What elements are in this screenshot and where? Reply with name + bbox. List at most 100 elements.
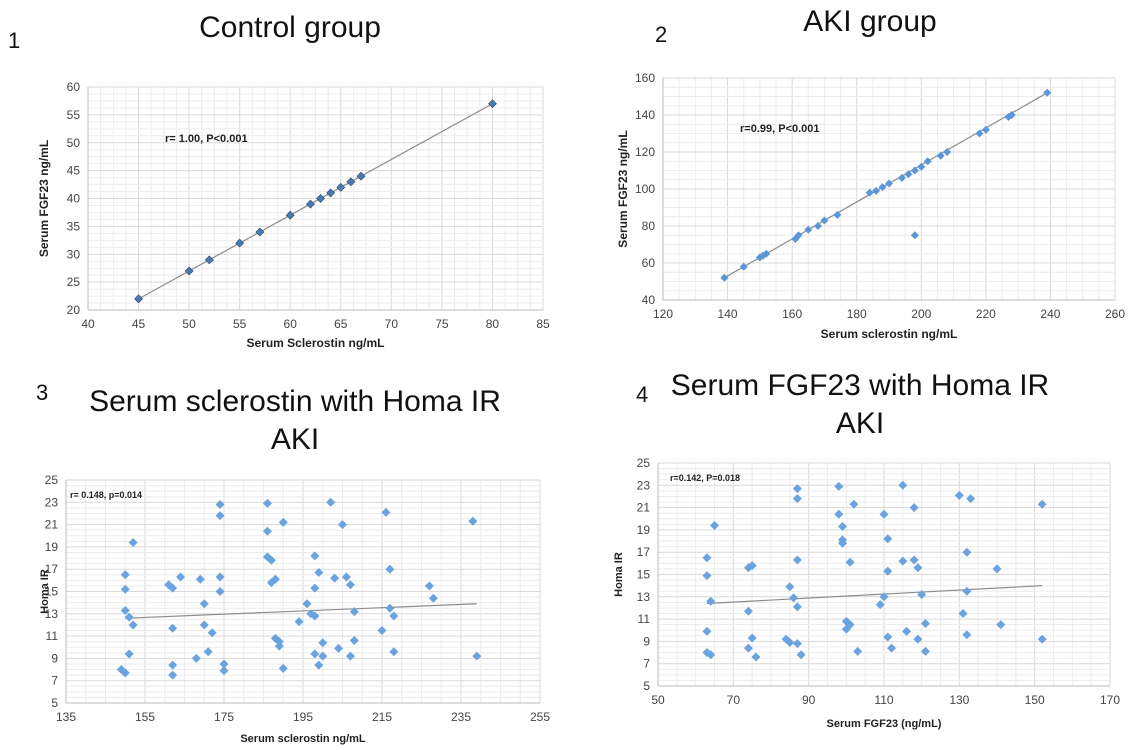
trendline xyxy=(125,603,477,619)
trendline xyxy=(706,585,1043,605)
data-point xyxy=(168,623,178,633)
data-point xyxy=(820,216,829,225)
x-axis-label: Serum sclerostin ng/mL xyxy=(821,327,958,341)
data-point xyxy=(1037,634,1047,644)
data-point xyxy=(345,580,355,590)
data-point xyxy=(996,620,1006,630)
y-tick-label: 21 xyxy=(45,518,59,532)
data-point xyxy=(326,188,336,198)
data-point xyxy=(885,179,893,188)
data-point xyxy=(330,573,340,583)
data-point xyxy=(887,643,897,653)
data-point xyxy=(897,173,906,182)
x-tick-label: 55 xyxy=(233,317,247,331)
correlation-annotation: r=0.99, P<0.001 xyxy=(740,123,820,135)
data-point xyxy=(318,651,328,661)
data-point xyxy=(215,572,225,582)
data-point xyxy=(278,517,288,527)
data-point xyxy=(706,596,716,606)
x-tick-label: 50 xyxy=(651,693,665,707)
data-point xyxy=(345,651,355,661)
y-tick-label: 5 xyxy=(51,696,58,710)
data-point xyxy=(875,600,885,610)
data-point xyxy=(865,188,874,197)
data-point xyxy=(923,157,932,166)
x-tick-label: 195 xyxy=(293,710,313,724)
x-tick-label: 235 xyxy=(451,710,471,724)
chart-subtitle: AKI xyxy=(835,407,885,440)
data-point xyxy=(203,647,213,657)
grid xyxy=(657,462,1111,687)
y-tick-label: 50 xyxy=(67,136,81,150)
data-point xyxy=(285,210,295,220)
data-point xyxy=(792,602,802,612)
data-point xyxy=(909,503,919,513)
y-tick-label: 5 xyxy=(643,679,650,693)
chart-title: Serum sclerostin with Homa IR xyxy=(89,385,501,418)
x-tick-label: 215 xyxy=(372,710,392,724)
data-point xyxy=(316,194,325,203)
y-tick-label: 19 xyxy=(45,540,59,554)
data-point xyxy=(334,643,344,653)
y-tick-label: 40 xyxy=(67,192,81,206)
y-tick-label: 25 xyxy=(45,473,59,487)
data-point xyxy=(199,599,209,609)
data-point xyxy=(128,620,138,630)
x-tick-label: 170 xyxy=(1100,693,1120,707)
data-point xyxy=(936,151,945,160)
data-point xyxy=(794,231,803,240)
y-tick-label: 9 xyxy=(51,651,58,665)
y-tick-label: 23 xyxy=(45,495,59,509)
y-tick-label: 35 xyxy=(67,219,81,233)
data-point xyxy=(710,520,719,530)
data-point xyxy=(883,632,893,642)
x-tick-label: 140 xyxy=(718,307,738,321)
data-point xyxy=(962,547,972,557)
data-point xyxy=(838,538,848,548)
data-point xyxy=(975,129,984,138)
data-point xyxy=(838,522,848,532)
data-point xyxy=(310,611,320,621)
data-point xyxy=(215,587,225,596)
x-tick-label: 70 xyxy=(727,693,741,707)
data-point xyxy=(913,634,923,644)
data-point xyxy=(845,557,855,567)
data-point xyxy=(872,186,881,195)
data-point xyxy=(898,480,908,490)
data-point xyxy=(834,481,844,491)
data-point xyxy=(833,210,842,219)
data-point xyxy=(904,170,913,179)
chart-title: AKI group xyxy=(803,5,937,38)
y-tick-label: 13 xyxy=(45,607,59,621)
data-point xyxy=(389,647,399,657)
x-axis-label: Serum Sclerostin ng/mL xyxy=(246,336,384,350)
y-tick-label: 60 xyxy=(67,80,81,94)
x-tick-label: 50 xyxy=(182,317,196,331)
data-point xyxy=(168,660,178,670)
data-point xyxy=(792,484,802,494)
data-point xyxy=(124,612,134,622)
data-point xyxy=(804,225,813,234)
data-point xyxy=(878,183,887,192)
x-tick-label: 40 xyxy=(81,317,95,331)
correlation-annotation: r= 0.148, p=0.014 xyxy=(70,490,142,500)
y-tick-label: 30 xyxy=(67,247,81,261)
data-point xyxy=(966,494,976,504)
x-tick-label: 120 xyxy=(653,307,673,321)
data-point xyxy=(306,199,315,209)
data-point xyxy=(294,617,304,627)
y-tick-label: 100 xyxy=(635,182,655,196)
data-point xyxy=(120,668,130,678)
y-tick-label: 80 xyxy=(642,219,656,233)
data-point xyxy=(981,125,990,134)
x-tick-label: 85 xyxy=(536,317,550,331)
correlation-annotation: r=0.142, P=0.018 xyxy=(670,473,740,483)
data-point xyxy=(262,526,272,536)
data-point xyxy=(910,166,919,175)
y-tick-label: 120 xyxy=(635,145,655,159)
x-tick-label: 135 xyxy=(56,710,76,724)
data-point xyxy=(739,262,748,271)
data-point xyxy=(789,593,799,603)
y-axis-label: Homa IR xyxy=(39,569,51,614)
